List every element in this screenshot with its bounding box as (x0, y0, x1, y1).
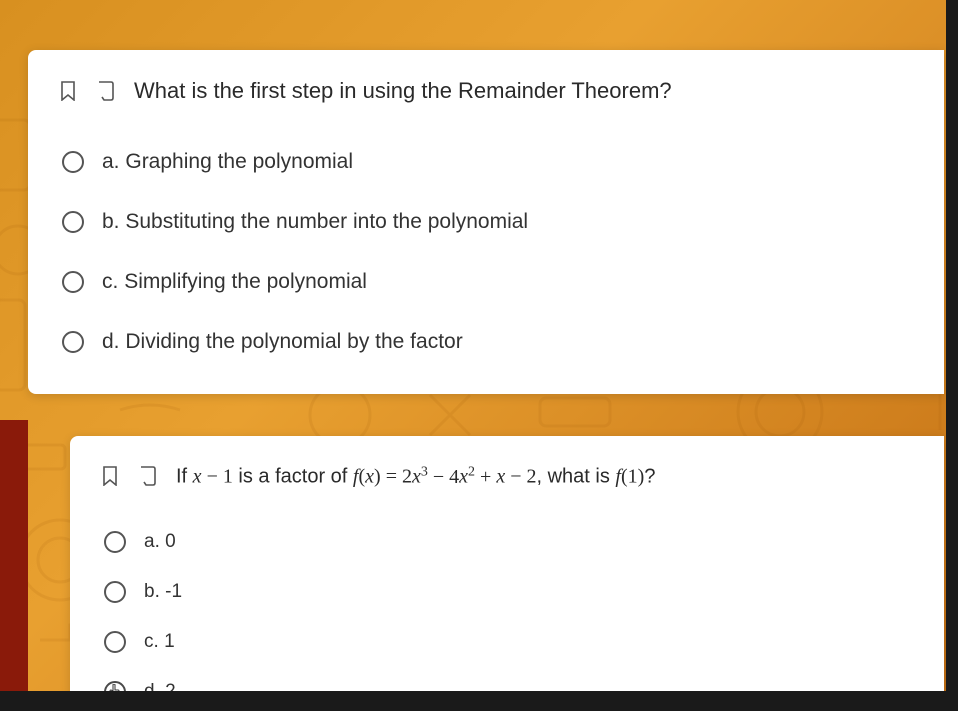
radio-button[interactable] (104, 531, 126, 553)
option-label: b. Substituting the number into the poly… (102, 210, 528, 234)
question-1-text: What is the first step in using the Rema… (134, 78, 672, 104)
option-label: c. Simplifying the polynomial (102, 270, 367, 294)
question-card-1: What is the first step in using the Rema… (28, 50, 944, 394)
flag-icon[interactable] (138, 465, 158, 487)
q1-option-c[interactable]: c. Simplifying the polynomial (58, 252, 914, 312)
radio-button-selected[interactable] (104, 681, 126, 691)
left-red-strip (0, 420, 28, 691)
q2-option-a[interactable]: a. 0 (100, 517, 914, 567)
radio-button[interactable] (62, 211, 84, 233)
q2-option-c[interactable]: c. 1 (100, 617, 914, 667)
radio-button[interactable] (62, 331, 84, 353)
q1-option-d[interactable]: d. Dividing the polynomial by the factor (58, 312, 914, 372)
option-label: a. 0 (144, 531, 176, 553)
option-label: d. 2 (144, 681, 176, 691)
question-2-text: If x − 1 is a factor of f(x) = 2x3 − 4x2… (176, 464, 655, 489)
question-card-2: If x − 1 is a factor of f(x) = 2x3 − 4x2… (70, 436, 944, 691)
q2-option-b[interactable]: b. -1 (100, 567, 914, 617)
radio-button[interactable] (104, 581, 126, 603)
flag-icon[interactable] (96, 80, 116, 102)
radio-button[interactable] (62, 151, 84, 173)
option-label: d. Dividing the polynomial by the factor (102, 330, 463, 354)
question-1-header: What is the first step in using the Rema… (58, 78, 914, 104)
option-label: c. 1 (144, 631, 175, 653)
bookmark-icon[interactable] (58, 80, 78, 102)
question-2-header: If x − 1 is a factor of f(x) = 2x3 − 4x2… (100, 464, 914, 489)
bookmark-icon[interactable] (100, 465, 120, 487)
radio-button[interactable] (104, 631, 126, 653)
q1-option-b[interactable]: b. Substituting the number into the poly… (58, 192, 914, 252)
quiz-background: What is the first step in using the Rema… (0, 0, 946, 691)
q2-option-d[interactable]: d. 2 (100, 667, 914, 691)
radio-button[interactable] (62, 271, 84, 293)
q1-option-a[interactable]: a. Graphing the polynomial (58, 132, 914, 192)
option-label: b. -1 (144, 581, 182, 603)
hand-pointer-icon (108, 684, 122, 691)
option-label: a. Graphing the polynomial (102, 150, 353, 174)
